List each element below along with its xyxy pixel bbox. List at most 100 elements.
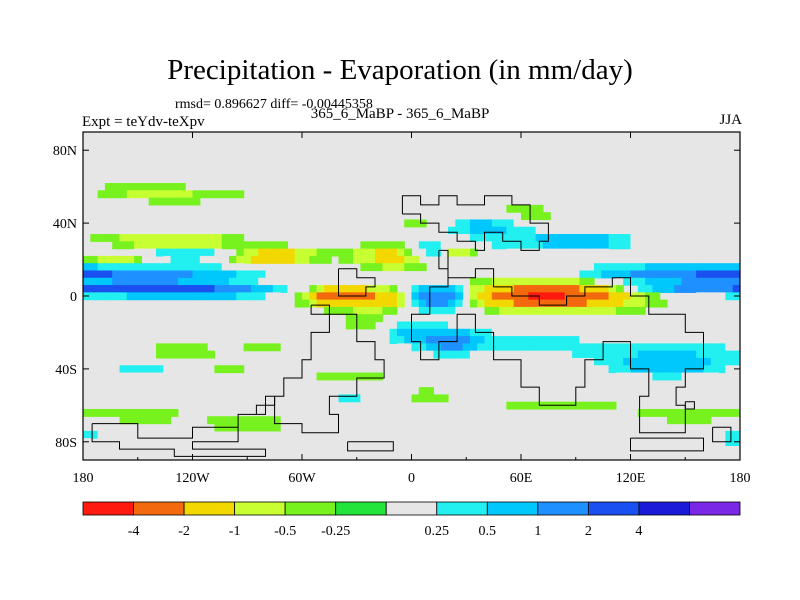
field-cell [513,234,522,242]
field-cell [542,277,551,286]
field-cell [367,248,376,257]
field-cell [353,372,361,381]
field-cell [207,263,215,272]
field-cell [601,365,610,374]
field-cell [112,255,121,264]
field-cell [484,336,493,344]
field-cell [513,248,522,257]
field-cell [645,285,653,293]
field-cell [630,234,639,242]
field-cell [448,350,456,359]
field-cell [725,343,734,352]
field-cell [119,255,128,264]
field-cell [696,270,705,279]
field-cell [455,292,464,301]
field-cell [177,270,186,279]
field-cell [411,336,420,344]
field-cell [316,357,325,366]
field-cell [418,241,427,250]
field-cell [83,263,91,272]
field-cell [433,394,442,403]
field-cell [608,292,617,301]
field-cell [572,234,580,242]
field-cell [243,285,252,293]
field-cell [331,248,340,257]
field-cell [302,357,310,366]
field-cell [396,343,405,352]
field-cell [652,343,661,352]
field-cell [557,226,566,235]
field-cell [265,270,274,279]
field-cell [718,292,726,301]
field-cell [382,263,391,272]
field-cell [521,401,529,410]
field-cell [440,234,449,242]
field-cell [272,248,281,257]
field-cell [637,299,646,308]
field-cell [375,241,383,250]
field-cell [265,423,274,432]
field-cell [579,263,588,272]
field-cell [170,263,179,272]
field-cell [90,277,99,286]
field-cell [126,365,135,374]
field-cell [513,277,522,286]
field-cell [272,416,281,425]
field-cell [367,314,376,323]
field-cell [199,190,208,199]
field-cell [331,285,340,293]
field-cell [141,248,150,257]
field-cell [564,285,573,293]
field-cell [404,314,413,323]
field-cell [440,328,449,337]
field-cell [199,350,208,359]
colorbar-swatch [385,501,438,516]
field-cell [696,285,705,293]
field-cell [163,350,172,359]
field-cell [389,306,398,315]
field-cell [156,372,164,381]
field-cell [134,183,142,191]
field-cell [557,277,566,286]
field-cell [221,241,230,250]
field-cell [177,248,186,257]
field-cell [221,292,230,301]
field-cell [594,234,602,242]
field-cell [564,277,573,286]
field-cell [243,423,252,432]
colorbar-label: -2 [178,524,190,539]
field-cell [440,343,449,352]
field-cell [265,343,274,352]
field-cell [506,248,515,257]
field-cell [462,299,471,308]
field-cell [608,350,617,359]
field-cell [389,328,398,337]
field-cell [601,299,610,308]
field-cell [535,285,544,293]
field-cell [177,241,186,250]
field-cell [199,263,208,272]
field-cell [630,270,639,279]
field-cell [469,226,478,235]
field-cell [134,277,142,286]
field-cell [637,408,646,417]
field-cell [199,292,208,301]
field-cell [243,248,252,257]
field-cell [623,365,632,374]
field-cell [148,270,157,279]
field-cell [163,263,172,272]
field-cell [608,306,617,315]
field-cell [674,263,683,272]
field-cell [542,328,551,337]
land-outlines [91,195,732,457]
field-cell [156,277,164,286]
land-outline [91,395,276,457]
field-cell [229,270,237,279]
field-cell [484,241,493,250]
field-cell [615,241,624,250]
field-cell [418,292,427,301]
field-cell [199,219,208,228]
field-cell [207,241,215,250]
field-cell [455,306,464,315]
field-cell [521,234,529,242]
